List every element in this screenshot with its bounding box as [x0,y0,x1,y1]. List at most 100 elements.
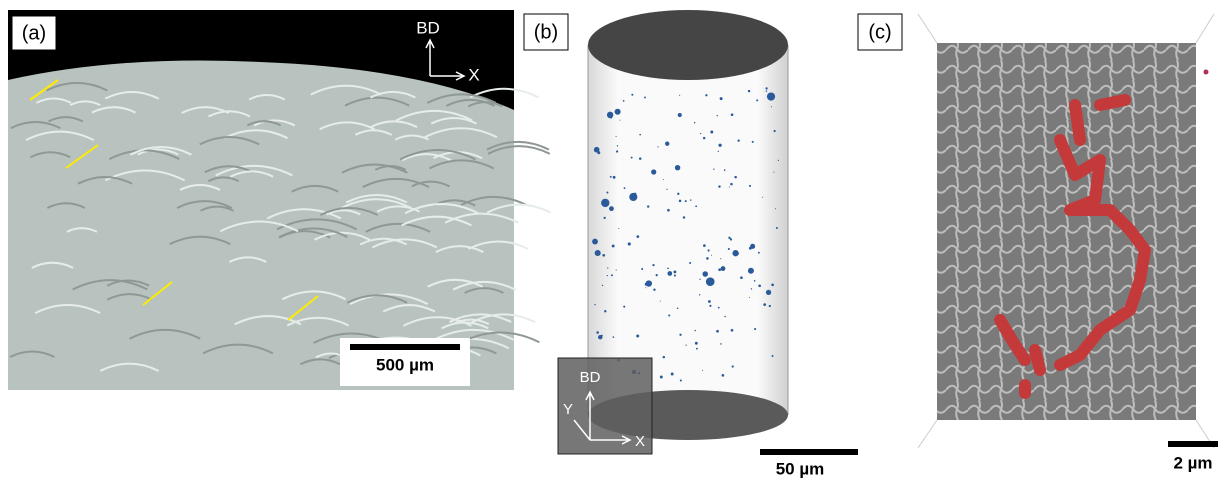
texture [202,343,274,355]
axis-label: Y [563,401,573,418]
texture [724,315,726,318]
texture [639,133,641,136]
perspective-lines [917,13,1215,449]
panel-b: (b) BD Y X 50 µm [523,10,858,478]
texture [349,293,429,305]
texture [690,199,692,201]
texture [718,143,722,147]
texture [758,284,761,288]
texture [399,149,476,161]
texture [645,280,653,287]
texture [665,141,670,146]
texture [371,238,438,249]
texture [77,175,133,185]
texture [179,183,221,191]
segregation-network [994,94,1151,399]
texture [718,185,721,188]
texture [467,101,503,108]
texture [703,244,706,247]
texture [766,92,776,101]
texture [46,81,108,92]
texture [728,186,730,188]
melt-pool-texture [9,81,552,374]
texture [662,179,664,181]
texture [633,192,637,196]
texture [655,274,658,277]
texture [756,99,759,102]
texture [344,96,410,107]
texture [246,120,282,127]
texture [618,228,620,230]
texture [666,188,668,190]
panel-label: (c) [868,21,891,43]
axis-arrows [425,38,466,81]
texture [404,203,479,215]
texture [66,227,98,233]
texture [773,129,776,133]
texture [314,231,371,241]
texture [645,287,647,289]
texture [615,269,617,271]
texture [401,153,452,162]
scale-bar-label: 2 µm [1173,453,1212,472]
scale-bar-label: 50 µm [776,459,825,478]
texture [774,208,777,210]
texture [644,96,646,99]
texture [99,362,160,372]
texture [31,261,74,269]
texture [679,94,681,96]
texture [706,257,709,260]
texture [200,205,235,212]
texture [667,271,673,276]
texture [670,372,674,376]
texture [435,245,484,253]
texture [720,266,726,271]
texture [750,288,753,290]
texture [753,280,756,282]
texture [718,268,721,272]
texture [181,106,230,114]
texture [638,157,642,160]
texture [747,89,751,93]
texture [677,112,682,118]
texture [467,240,529,250]
texture [623,305,626,308]
texture [176,200,233,209]
texture [765,289,772,296]
texture [623,187,626,190]
texture [723,169,726,171]
texture [359,237,408,246]
micrograph-surface [8,60,514,390]
texture [594,249,601,257]
panel-label: (a) [22,22,46,44]
texture [609,175,612,178]
texture [72,279,148,291]
texture [228,256,267,263]
texture [734,175,737,179]
texture [266,208,342,220]
texture [667,208,670,212]
texture [430,116,477,125]
texture [104,90,160,100]
texture [721,374,725,377]
texture [678,199,682,203]
texture [401,215,472,227]
texture [426,93,497,104]
texture [719,97,723,101]
texture [606,191,609,194]
texture [627,242,631,246]
texture [601,198,610,208]
texture [29,151,71,159]
texture [773,171,775,173]
texture [716,114,718,117]
texture [748,184,752,187]
texture [341,163,408,174]
texture [707,249,710,252]
texture [129,146,192,156]
texture [428,159,495,170]
texture [609,206,614,212]
texture [659,300,661,302]
texture [487,145,551,155]
